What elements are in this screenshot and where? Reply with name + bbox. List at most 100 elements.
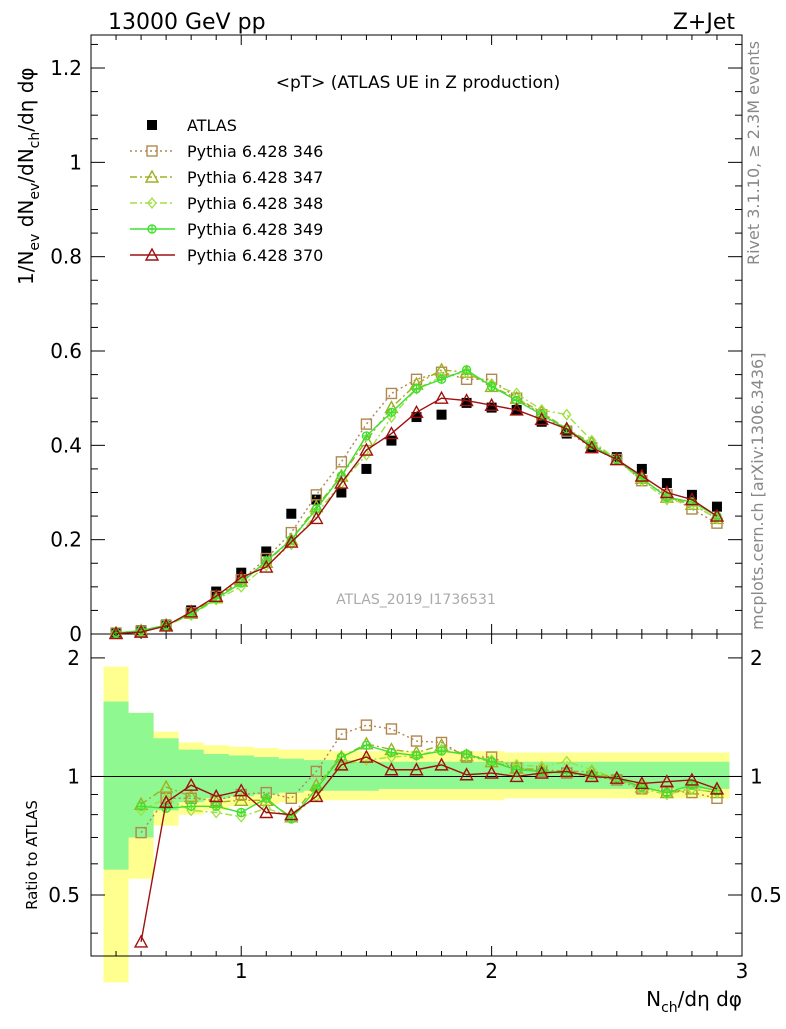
legend-item-4: Pythia 6.428 349: [130, 220, 323, 239]
ratio-point: [687, 782, 697, 795]
series-5: [108, 390, 725, 640]
data-point: [261, 546, 272, 557]
rivet-label: Rivet 3.1.10, ≥ 2.3M events: [744, 41, 763, 265]
header-left: 13000 GeV pp: [108, 10, 266, 35]
legend-item-5: Pythia 6.428 370: [130, 246, 323, 265]
ratio-point: [285, 792, 298, 805]
ratio-point: [158, 779, 174, 793]
data-point: [259, 559, 274, 573]
data-point: [486, 381, 497, 392]
plot-title: <pT> (ATLAS UE in Z production): [276, 73, 561, 93]
ratio-point: [183, 788, 199, 803]
main-y-tick-label: 0: [69, 622, 82, 646]
x-axis-label: Nch/dη dφ: [646, 987, 742, 1016]
data-point: [234, 569, 249, 584]
ratio-point: [409, 762, 424, 776]
ratio-point: [234, 792, 249, 806]
data-point: [709, 508, 725, 522]
data-point: [661, 478, 672, 489]
ratio-point: [484, 765, 499, 779]
ratio-point: [183, 777, 199, 791]
ratio-point: [461, 749, 472, 759]
data-point: [409, 404, 424, 419]
ratio-point: [384, 762, 399, 776]
data-point: [434, 390, 449, 404]
data-point: [434, 362, 449, 376]
main-y-tick-label: 0.8: [50, 245, 82, 269]
ratio-point: [259, 805, 274, 819]
ratio-y-axis-label: Ratio to ATLAS: [23, 800, 41, 910]
ratio-point: [234, 783, 249, 797]
main-y-tick-label: 1.2: [50, 56, 82, 80]
ratio-point: [211, 801, 221, 811]
ratio-point: [634, 775, 650, 790]
data-point: [561, 408, 572, 421]
ratio-point: [559, 763, 574, 778]
legend-label: Pythia 6.428 349: [187, 220, 323, 239]
ratio-point: [684, 772, 700, 786]
ratio-point: [359, 749, 374, 763]
ratio-point: [261, 802, 272, 815]
ratio-point: [361, 740, 372, 750]
data-point: [559, 421, 574, 435]
data-point: [158, 618, 174, 632]
ratio-point: [261, 793, 271, 804]
ratio-point: [334, 757, 349, 771]
ratio-y-tick-label-right: 0.5: [750, 883, 782, 907]
legend-marker: [144, 169, 160, 183]
legend-item-3: Pythia 6.428 348: [130, 194, 323, 213]
data-point: [411, 384, 422, 394]
ratio-point: [158, 794, 174, 808]
data-point: [209, 588, 224, 602]
main-y-tick-label: 0.2: [50, 528, 82, 552]
legend-label: ATLAS: [187, 116, 237, 135]
ratio-point: [360, 719, 373, 731]
header-right: Z+Jet: [673, 10, 736, 35]
ratio-point: [309, 788, 324, 803]
data-point: [384, 426, 399, 440]
data-point: [712, 512, 722, 525]
data-point: [609, 452, 624, 466]
main-y-axis-label: 1/Nev dNev/dNch/dη dφ: [14, 67, 43, 285]
ratio-point: [335, 728, 348, 740]
ratio-point: [486, 757, 497, 767]
ratio-point: [310, 765, 323, 778]
legend-item-2: Pythia 6.428 347: [130, 168, 323, 187]
ratio-point: [411, 749, 422, 762]
legend-item-1: Pythia 6.428 346: [130, 142, 323, 161]
data-point: [459, 393, 474, 407]
ratio-point: [459, 767, 474, 781]
data-point: [659, 485, 675, 499]
ratio-point: [662, 787, 672, 798]
legend-label: Pythia 6.428 348: [187, 194, 323, 213]
ratio-point: [434, 757, 449, 771]
legend-item-0: ATLAS: [147, 116, 237, 135]
data-point: [461, 397, 472, 408]
data-point: [136, 624, 146, 637]
ratio-point: [709, 781, 725, 795]
legend-label: Pythia 6.428 370: [187, 246, 323, 265]
data-point: [360, 418, 373, 430]
ratio-y-tick-label: 0.5: [48, 883, 80, 907]
data-point: [634, 468, 650, 482]
main-y-tick-label: 1: [69, 150, 82, 174]
ratio-series-4: [133, 749, 725, 948]
legend-marker: [147, 120, 157, 130]
data-point: [385, 387, 398, 400]
ratio-point: [186, 801, 196, 811]
data-point: [436, 374, 447, 385]
x-tick-label: 2: [485, 959, 498, 983]
data-point: [436, 409, 447, 420]
data-point: [461, 365, 472, 375]
ratio-point: [609, 770, 624, 784]
ratio-point: [136, 801, 146, 811]
ratio-outer-band: [103, 666, 730, 983]
data-point: [359, 442, 374, 456]
ratio-point: [534, 765, 549, 779]
data-point: [361, 463, 372, 474]
data-point: [486, 402, 497, 413]
ratio-point: [209, 788, 224, 803]
data-point: [584, 440, 599, 454]
